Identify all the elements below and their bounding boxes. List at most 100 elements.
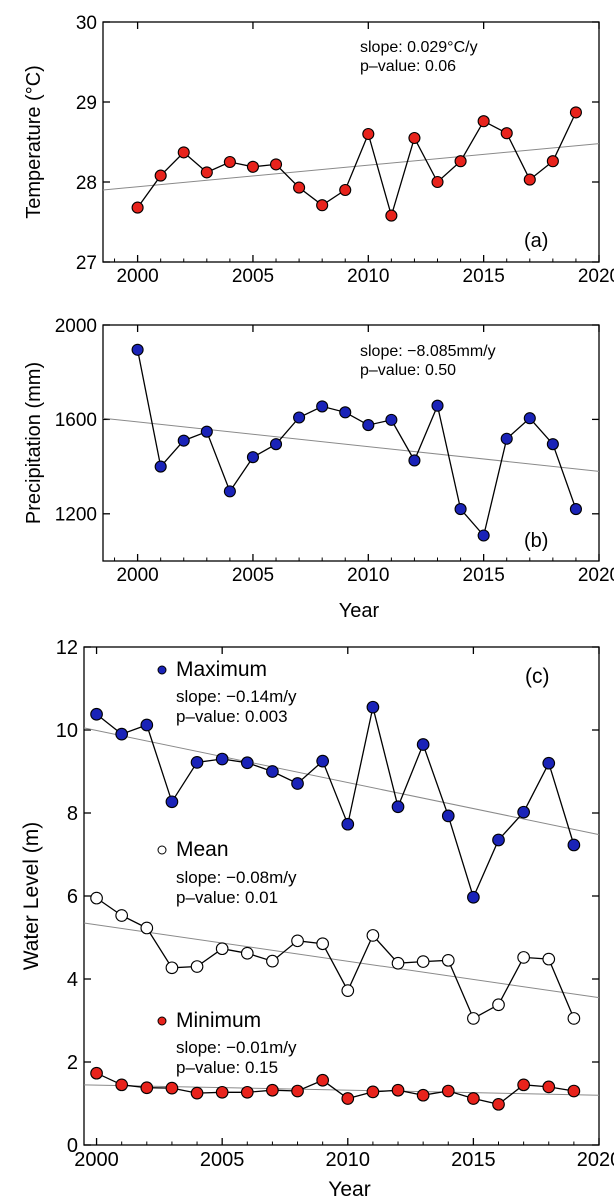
series-mean: Mean slope: −0.08m/yp–value: 0.01 xyxy=(83,838,600,1025)
stat-annotation: slope: −0.14m/y xyxy=(176,687,297,706)
data-point xyxy=(391,956,405,970)
data-point xyxy=(431,399,444,412)
data-point xyxy=(115,909,129,922)
data-point xyxy=(115,1078,129,1092)
data-point xyxy=(131,343,144,356)
data-point xyxy=(200,425,213,438)
data-point xyxy=(316,754,330,768)
data-point xyxy=(316,199,329,212)
data-point xyxy=(366,700,380,714)
data-point xyxy=(339,183,352,197)
data-point xyxy=(454,155,467,168)
series-maximum: Maximum slope: −0.14m/yp–value: 0.003 xyxy=(83,658,600,904)
data-point xyxy=(291,1084,304,1098)
panel-label: (b) xyxy=(524,530,548,552)
y-tick-label: 28 xyxy=(76,173,97,194)
data-point xyxy=(339,406,352,419)
data-point xyxy=(316,1073,330,1087)
data-point xyxy=(223,485,236,498)
data-point xyxy=(546,155,559,168)
x-tick-label: 2005 xyxy=(232,565,274,586)
data-point xyxy=(240,1085,254,1099)
data-point xyxy=(341,817,355,831)
data-point xyxy=(240,756,254,770)
data-point xyxy=(454,503,467,516)
trend-line xyxy=(83,727,600,836)
data-point xyxy=(131,201,144,214)
x-tick-label: 2015 xyxy=(463,565,505,586)
y-tick-label: 27 xyxy=(76,253,97,274)
x-tick-label: 2000 xyxy=(116,266,158,287)
plot-frame xyxy=(102,21,600,263)
data-point xyxy=(517,951,530,964)
series-line xyxy=(137,112,577,218)
series-line xyxy=(136,349,577,537)
data-point xyxy=(542,756,556,770)
data-point xyxy=(316,937,330,951)
stat-annotation: slope: −0.01m/y xyxy=(176,1038,297,1057)
data-point xyxy=(215,752,229,766)
data-point xyxy=(467,1012,480,1025)
data-point xyxy=(517,805,530,819)
data-point xyxy=(215,1085,229,1099)
data-point xyxy=(477,529,490,542)
series-line xyxy=(96,707,575,900)
data-point xyxy=(140,921,154,935)
stat-annotation: p–value: 0.003 xyxy=(176,707,288,726)
data-point xyxy=(416,1088,430,1102)
data-point xyxy=(492,833,505,847)
data-point xyxy=(190,756,204,769)
stat-annotation: p–value: 0.06 xyxy=(360,58,456,75)
stat-annotation: slope: −8.085mm/y xyxy=(360,343,496,360)
data-point xyxy=(441,1084,455,1098)
stat-annotation: slope: −0.08m/y xyxy=(176,868,297,887)
data-point xyxy=(523,412,536,425)
data-point xyxy=(316,400,329,413)
trend-line xyxy=(102,143,600,191)
stat-annotation: slope: 0.029°C/y xyxy=(360,39,478,56)
data-point xyxy=(467,1092,480,1105)
data-point xyxy=(500,432,513,445)
data-point xyxy=(140,718,154,732)
data-point xyxy=(569,503,582,516)
data-point xyxy=(569,106,582,119)
y-tick-label: 30 xyxy=(76,13,97,34)
data-point xyxy=(546,438,559,451)
data-point xyxy=(542,1080,556,1094)
data-point xyxy=(90,707,103,721)
data-point xyxy=(492,1097,505,1111)
data-point xyxy=(362,419,375,432)
data-point xyxy=(477,115,490,128)
legend-label: Minimum xyxy=(176,1009,261,1032)
data-point xyxy=(115,727,129,741)
data-point xyxy=(293,411,306,424)
data-point xyxy=(467,890,480,904)
data-point xyxy=(269,438,283,451)
x-tick-label: 2015 xyxy=(451,1149,496,1171)
data-point xyxy=(190,960,204,973)
data-point xyxy=(154,169,167,182)
data-point xyxy=(517,1078,530,1092)
y-tick-label: 12 xyxy=(56,637,78,659)
data-point xyxy=(341,984,355,997)
x-tick-label: 2000 xyxy=(116,565,158,586)
plot-frame xyxy=(102,324,600,562)
stat-annotation: p–value: 0.15 xyxy=(176,1058,278,1077)
data-point xyxy=(177,146,190,159)
data-point xyxy=(441,809,455,823)
data-point xyxy=(240,946,254,960)
y-tick-label: 1200 xyxy=(55,505,97,526)
data-point xyxy=(441,953,455,967)
data-point xyxy=(385,209,398,222)
y-tick-label: 2000 xyxy=(55,316,97,337)
data-point xyxy=(416,955,430,968)
legend-marker xyxy=(157,1016,167,1026)
y-tick-label: 1600 xyxy=(55,410,97,431)
data-point xyxy=(408,131,421,145)
data-point xyxy=(362,127,375,141)
data-point xyxy=(341,1092,355,1105)
